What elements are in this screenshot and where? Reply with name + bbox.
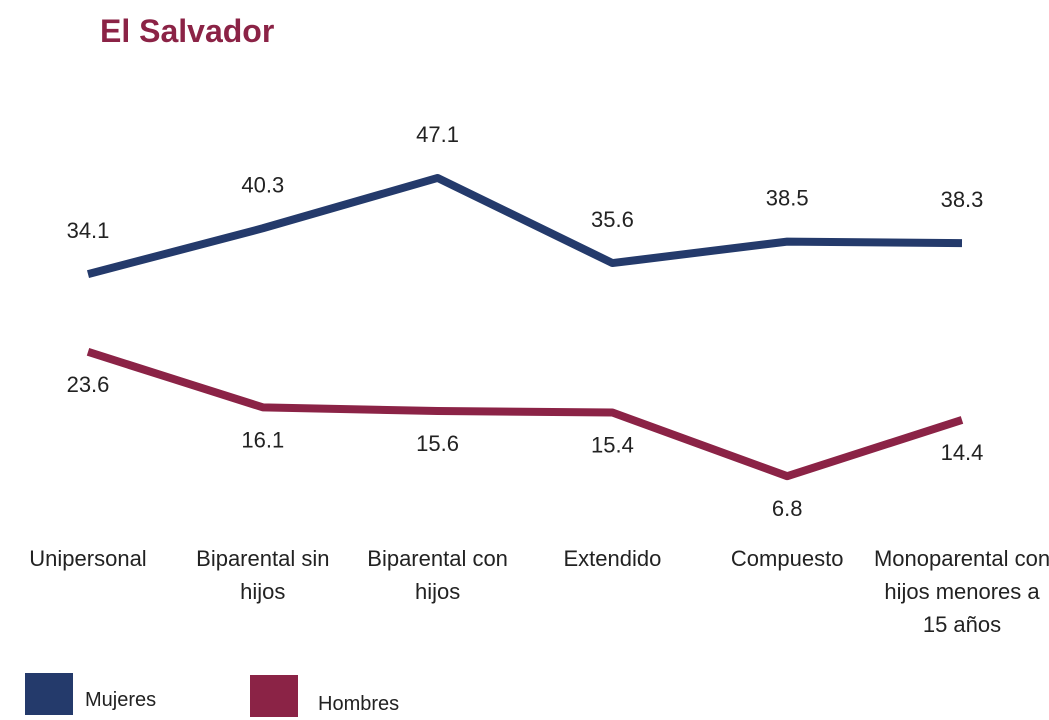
legend-swatch [25, 673, 73, 715]
x-tick-label: Biparental con hijos [367, 546, 508, 604]
data-label: 6.8 [772, 496, 803, 521]
legend-label: Mujeres [85, 689, 156, 711]
data-label: 34.1 [67, 218, 110, 243]
x-tick-label: Monoparental con hijos menores a 15 años [873, 546, 1049, 637]
data-label: 16.1 [241, 427, 284, 452]
legend-swatch [250, 675, 298, 717]
x-tick-label: Unipersonal [29, 546, 147, 571]
line [86, 173, 963, 279]
data-label: 23.6 [67, 372, 110, 397]
data-label: 38.3 [941, 187, 984, 212]
data-label: 14.4 [941, 440, 984, 465]
data-label: 38.5 [766, 186, 809, 211]
legend-label: Hombres [318, 693, 399, 715]
data-label: 40.3 [241, 172, 284, 197]
data-label: 35.6 [591, 207, 634, 232]
x-tick-label: Extendido [563, 546, 662, 571]
chart-title: El Salvador [100, 13, 274, 49]
x-tick-label: Compuesto [730, 546, 844, 571]
data-label: 15.6 [416, 431, 459, 456]
line [86, 348, 964, 481]
data-label: 15.4 [591, 433, 634, 458]
data-label: 47.1 [416, 122, 459, 147]
x-tick-label: Biparental sin hijos [196, 546, 330, 604]
